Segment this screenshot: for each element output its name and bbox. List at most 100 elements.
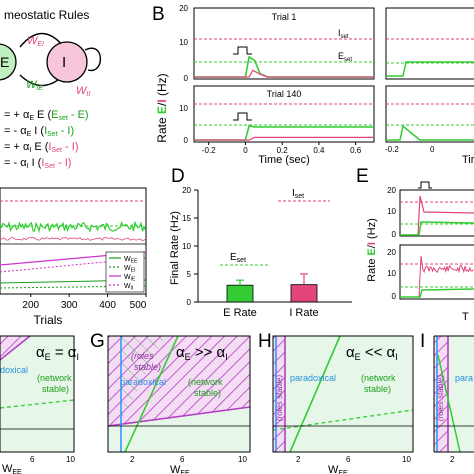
c-i-rate-trace (0, 236, 147, 241)
h-xtick-2: 2 (296, 455, 301, 464)
i-xtick-2: 2 (450, 455, 455, 464)
panel-i: I (roles stable) para 2 (420, 331, 474, 464)
d-category-label: I Rate (289, 307, 318, 319)
f-purple-line (0, 335, 31, 361)
trial1-ytick-0: 0 (184, 74, 189, 83)
trial140-axes (193, 85, 375, 143)
e-top-e-trace (400, 221, 474, 236)
trial1-right-axes (385, 7, 474, 80)
right-xtick-0: 0 (430, 145, 435, 154)
trial1-ytick-10: 10 (179, 38, 188, 47)
b-xtick-label: 0.4 (313, 146, 325, 155)
g-title: αE >> αI (176, 344, 228, 362)
b-xtick-label: 0.6 (350, 146, 362, 155)
e-bottom-axes (399, 244, 474, 300)
e-top-axes (399, 189, 474, 237)
panel-c-axes (0, 187, 147, 295)
g-roles-label2: stable) (134, 362, 161, 372)
d-yticks: 0 5 10 15 20 (182, 186, 198, 307)
panel-i-letter: I (420, 331, 425, 352)
trial140-ytick-10: 10 (179, 104, 188, 113)
panel-e-ylabel: Rate E/I (Hz) (366, 218, 378, 282)
panel-f: αE = αI doxical (network stable) 6 10 WE… (0, 335, 79, 474)
panel-g-letter: G (90, 331, 105, 352)
g-xtick-10: 10 (238, 455, 247, 464)
h-background (273, 336, 413, 452)
node-i-label: I (62, 54, 66, 71)
f-paradoxical-label: doxical (0, 365, 28, 375)
panel-b: B Rate E/I (Hz) Trial 1 Iset Eset 10 0 2… (152, 4, 474, 166)
g-roles-label: (roles (131, 351, 154, 361)
e-ytick-20: 20 (387, 186, 396, 195)
panel-b-letter: B (152, 4, 165, 25)
g-xtick-6: 6 (180, 455, 185, 464)
right-xtick-neg02: -0.2 (385, 145, 399, 154)
c-xtick-label: 200 (22, 300, 39, 311)
e-ytick-10: 10 (387, 207, 396, 216)
trial140-title: Trial 140 (267, 89, 302, 99)
panel-e: E Rate E/I (Hz) 20 10 0 20 10 0 T (356, 166, 474, 323)
trial1-iset-label: Iset (338, 28, 349, 40)
c-xtick-label: 300 (61, 300, 78, 311)
d-ytick-label: 10 (182, 242, 191, 251)
right-trial140-e-trace (386, 124, 474, 141)
trial1-ytick-20: 20 (179, 4, 188, 13)
trial140-right-axes (385, 85, 474, 143)
panel-a-title: meostatic Rules (4, 8, 89, 22)
node-i (46, 41, 88, 83)
panel-g: G αE >> αI (roles stable) paradoxical (n… (90, 331, 251, 474)
b-xtick-label: 0 (243, 146, 248, 155)
g-purple-line (107, 406, 251, 427)
f-title: αE = αI (36, 344, 79, 362)
panel-d-letter: D (171, 166, 185, 187)
panel-b-xticks: -0.2 0 0.2 0.4 0.6 (202, 142, 362, 155)
h-green-line (289, 335, 341, 453)
g-paradoxical-label: paradoxical (120, 377, 166, 387)
g-network-label2: stable) (194, 388, 221, 398)
d-ytick-label: 0 (187, 298, 192, 307)
c-xtick-label: 500 (130, 300, 147, 311)
right-trial1-e-trace (386, 61, 474, 77)
d-ytick-label: 20 (182, 186, 191, 195)
g-axes (107, 335, 251, 453)
w-ei-label: WEI (27, 35, 44, 48)
trial1-title: Trial 1 (272, 12, 297, 22)
e-stimulus-pulse (418, 181, 432, 189)
right-xlabel-cut: Tir (462, 154, 474, 166)
c-xlabel: Trials (34, 313, 63, 327)
i-green-line (437, 354, 461, 453)
trial140-stimulus-pulse (233, 112, 252, 121)
f-xtick-10: 10 (66, 455, 75, 464)
e-ytick-10b: 10 (387, 269, 396, 278)
h-xtick-10: 10 (402, 455, 411, 464)
e-xlabel-cut: T (462, 311, 469, 323)
trial1-axes (193, 7, 375, 80)
e-bottom-i-trace (400, 255, 474, 298)
f-axes (0, 335, 75, 453)
g-green-hatch (120, 336, 165, 420)
c-xtick-label: 400 (99, 300, 116, 311)
e-ytick-0b: 0 (392, 292, 397, 301)
equation-1: = + αE E (Eset - E) (4, 109, 89, 122)
w-ii-label: WII (76, 85, 90, 98)
d-xlabels: E Rate I Rate (223, 307, 319, 319)
panel-b-xlabel: Time (sec) (258, 154, 310, 166)
d-category-label: E Rate (223, 307, 257, 319)
equation-3: = + αI E (ISet - I) (4, 141, 78, 154)
f-background (0, 336, 74, 452)
f-green-dashed (0, 399, 75, 409)
h-paradoxical-label: paradoxical (290, 373, 336, 383)
h-roles-label: (roles stable) (275, 375, 284, 422)
panel-d: D Final Rate (Hz) 0 5 10 15 20 Eset Iset E R… (169, 166, 352, 319)
trial140-ytick-0: 0 (184, 136, 189, 145)
trial140-plot (194, 124, 374, 141)
trial1-stimulus-pulse (233, 46, 252, 55)
f-xtick-6: 6 (30, 455, 35, 464)
g-xlabel: WEE (170, 464, 190, 474)
panel-e-letter: E (356, 166, 369, 187)
h-network-label: (network (361, 373, 396, 383)
b-xtick-label: -0.2 (202, 146, 216, 155)
i-paradoxical-label: para (455, 373, 473, 383)
h-xlabel: WEE (328, 464, 348, 474)
